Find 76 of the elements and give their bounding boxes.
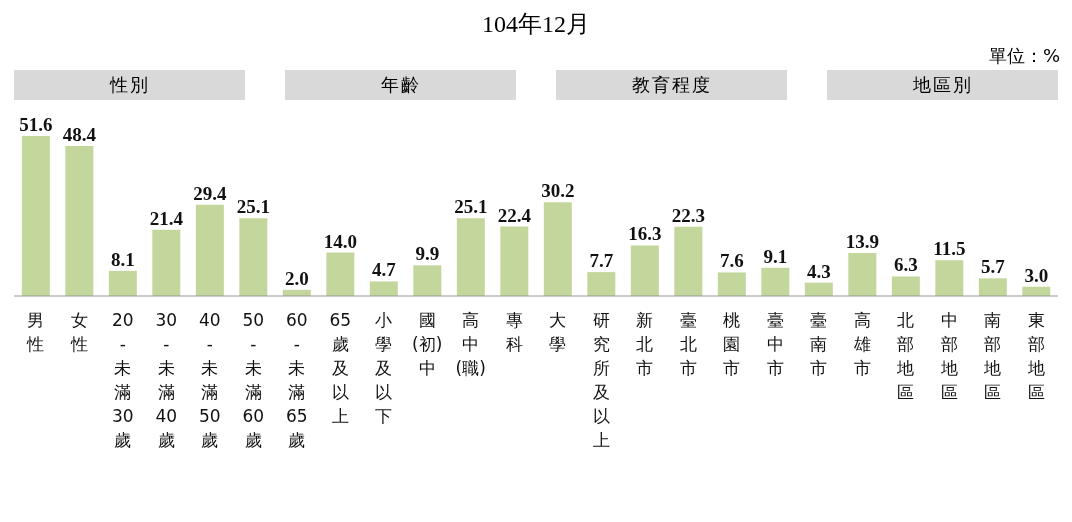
section-header: 地區別 (827, 70, 1058, 100)
chart-title: 104年12月 (481, 10, 591, 39)
data-label: 22.3 (671, 204, 705, 226)
x-tick-label: 20-未滿30歲 (111, 310, 134, 450)
x-tick-label: 臺南市 (810, 310, 828, 378)
bar (543, 202, 572, 296)
data-label: 4.7 (371, 259, 397, 281)
x-tick-label: 研究所及以上 (592, 310, 610, 450)
data-label: 30.2 (541, 180, 575, 202)
data-label: 5.7 (980, 256, 1006, 278)
data-label: 14.0 (323, 230, 357, 252)
text: 單位：% (987, 44, 1061, 68)
bar (65, 145, 94, 296)
x-tick-label: 40-未滿50歲 (198, 310, 221, 450)
bar (978, 278, 1007, 296)
x-tick-label: 南部地區 (983, 310, 1002, 402)
bar (761, 267, 790, 296)
data-label: 13.9 (845, 230, 879, 252)
data-label: 25.1 (454, 196, 488, 218)
data-label: 11.5 (933, 238, 966, 260)
data-label: 25.1 (236, 196, 270, 218)
data-label: 3.0 (1024, 264, 1049, 286)
bar (674, 226, 703, 296)
x-tick-label: 新北市 (636, 310, 654, 378)
bar (630, 245, 659, 296)
bar (848, 252, 877, 296)
x-tick-label: 小學及以下 (375, 310, 393, 426)
x-tick-label: 中部地區 (939, 310, 958, 402)
x-tick-label: 高雄市 (852, 310, 871, 378)
x-tick-label: 國(初)中 (412, 310, 443, 378)
x-tick-label: 臺中市 (766, 310, 784, 378)
x-tick-label: 30-未滿40歲 (155, 310, 178, 450)
data-label: 9.1 (763, 245, 788, 267)
bar (239, 218, 268, 296)
section-header: 年齡 (285, 70, 516, 100)
section-header: 性別 (14, 70, 245, 100)
x-tick-label: 桃園市 (723, 310, 741, 378)
x-tick-label: 65歲及以上 (329, 310, 352, 426)
bar (587, 272, 616, 296)
x-tick-label: 北部地區 (896, 310, 915, 402)
bar (804, 282, 833, 296)
data-label: 22.4 (497, 204, 532, 226)
x-tick-label: 大學 (549, 310, 567, 354)
bar (413, 265, 442, 296)
data-label: 6.3 (893, 254, 918, 276)
data-label: 51.6 (19, 114, 53, 135)
bar (152, 229, 181, 296)
x-tick-label: 50-未滿60歲 (242, 310, 265, 450)
x-tick-label: 女性 (69, 310, 88, 354)
data-label: 7.7 (589, 250, 614, 272)
bar (108, 270, 137, 296)
bar (891, 276, 920, 296)
data-label: 48.4 (62, 123, 97, 145)
data-label: 21.4 (149, 207, 184, 229)
bar (195, 204, 224, 296)
bar (326, 252, 355, 296)
data-label: 29.4 (193, 182, 227, 204)
bar (456, 218, 485, 296)
x-tick-label: 男性 (26, 310, 45, 354)
section-header: 教育程度 (556, 70, 787, 100)
bar (935, 260, 964, 296)
x-tick-label: 東部地區 (1026, 310, 1045, 402)
x-tick-label: 臺北市 (679, 310, 697, 378)
bar (369, 281, 398, 296)
x-tick-label: 專科 (505, 310, 523, 354)
data-label: 8.1 (110, 248, 135, 270)
bar (21, 136, 50, 296)
data-label: 4.3 (806, 260, 831, 282)
data-label: 9.9 (415, 243, 440, 265)
data-label: 2.0 (284, 267, 309, 289)
x-tick-label: 60-未滿65歲 (285, 310, 308, 450)
x-tick-label: 高中(職) (455, 310, 486, 378)
bar (717, 272, 746, 296)
data-label: 7.6 (719, 250, 744, 272)
bar (500, 226, 529, 296)
data-label: 16.3 (628, 223, 662, 245)
